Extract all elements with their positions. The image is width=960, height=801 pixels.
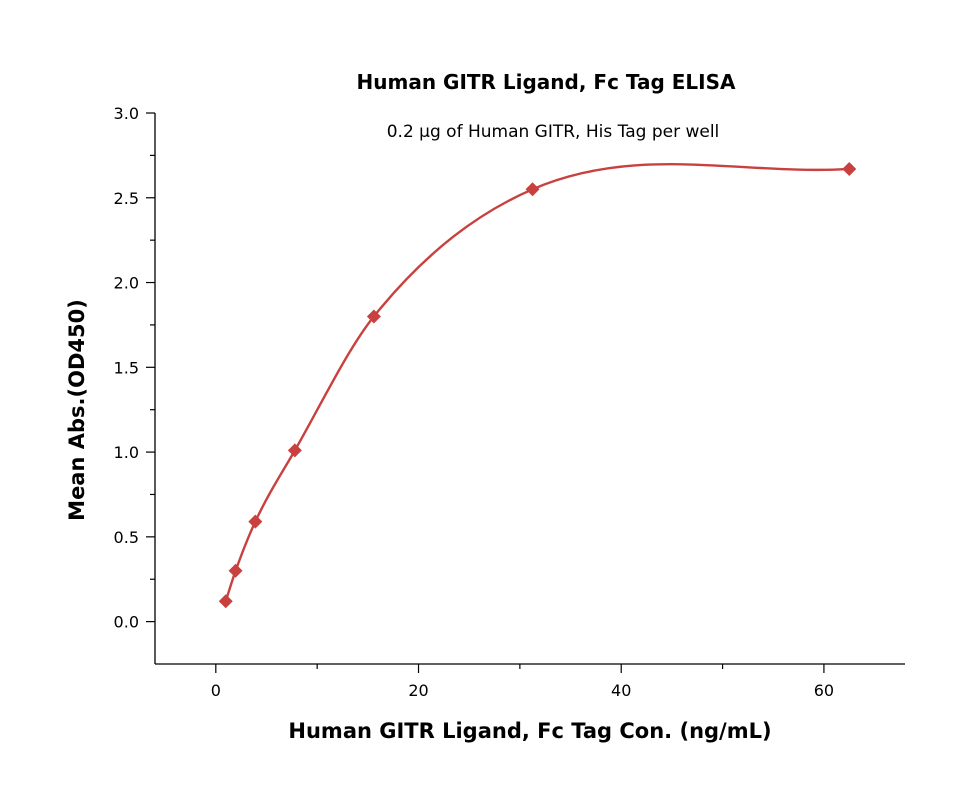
x-tick-label: 60 (814, 681, 834, 700)
chart-subtitle: 0.2 µg of Human GITR, His Tag per well (387, 122, 720, 142)
x-tick-label: 20 (408, 681, 428, 700)
data-point (287, 443, 302, 458)
data-points-layer (218, 161, 857, 609)
x-tick-label: 0 (211, 681, 221, 700)
y-tick-label: 2.0 (114, 274, 139, 293)
data-point (525, 182, 540, 197)
data-point (366, 309, 381, 324)
y-tick-label: 0.5 (114, 528, 139, 547)
data-point (218, 594, 233, 609)
y-axis-label: Mean Abs.(OD450) (65, 299, 89, 521)
data-point (248, 514, 263, 529)
data-point (228, 563, 243, 578)
y-tick-label: 2.5 (114, 189, 139, 208)
y-tick-label: 0.0 (114, 613, 139, 632)
fit-curve-layer (224, 163, 850, 602)
x-tick-label: 40 (611, 681, 631, 700)
y-tick-label: 1.5 (114, 358, 139, 377)
y-tick-label: 1.0 (114, 443, 139, 462)
data-point (842, 161, 857, 176)
fit-curve (224, 163, 850, 602)
x-axis-label: Human GITR Ligand, Fc Tag Con. (ng/mL) (288, 719, 771, 743)
y-axis-ticks: 0.0 0.5 1.0 1.5 2.0 2.5 3.0 (114, 104, 155, 632)
chart-title: Human GITR Ligand, Fc Tag ELISA (357, 70, 736, 94)
axes (154, 113, 905, 665)
x-axis-ticks: 0 20 40 60 (211, 664, 834, 700)
y-tick-label: 3.0 (114, 104, 139, 123)
